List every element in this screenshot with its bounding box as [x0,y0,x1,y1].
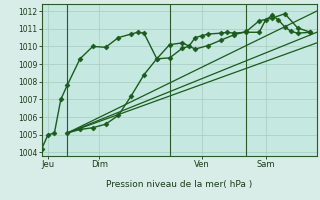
X-axis label: Pression niveau de la mer( hPa ): Pression niveau de la mer( hPa ) [106,180,252,189]
